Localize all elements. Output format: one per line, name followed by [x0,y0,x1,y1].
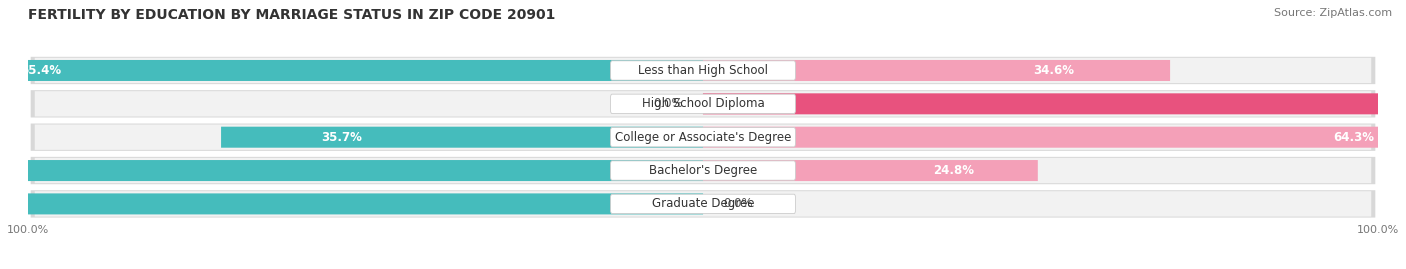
FancyBboxPatch shape [610,161,796,180]
FancyBboxPatch shape [703,93,1406,114]
FancyBboxPatch shape [0,60,703,81]
Text: High School Diploma: High School Diploma [641,97,765,110]
Text: 64.3%: 64.3% [1333,131,1375,144]
FancyBboxPatch shape [610,94,796,114]
FancyBboxPatch shape [35,125,1371,150]
Text: College or Associate's Degree: College or Associate's Degree [614,131,792,144]
FancyBboxPatch shape [35,191,1371,217]
FancyBboxPatch shape [0,160,703,181]
Text: 0.0%: 0.0% [654,97,683,110]
FancyBboxPatch shape [31,57,1375,84]
FancyBboxPatch shape [31,157,1375,184]
Text: Graduate Degree: Graduate Degree [652,197,754,210]
FancyBboxPatch shape [31,90,1375,118]
FancyBboxPatch shape [31,123,1375,151]
Text: 35.7%: 35.7% [321,131,361,144]
FancyBboxPatch shape [221,127,703,148]
Text: 24.8%: 24.8% [934,164,974,177]
FancyBboxPatch shape [31,190,1375,218]
FancyBboxPatch shape [610,194,796,214]
Text: 34.6%: 34.6% [1033,64,1074,77]
Text: FERTILITY BY EDUCATION BY MARRIAGE STATUS IN ZIP CODE 20901: FERTILITY BY EDUCATION BY MARRIAGE STATU… [28,8,555,22]
FancyBboxPatch shape [35,91,1371,116]
Text: 65.4%: 65.4% [20,64,62,77]
FancyBboxPatch shape [610,61,796,80]
FancyBboxPatch shape [0,193,703,214]
FancyBboxPatch shape [703,127,1406,148]
Text: 0.0%: 0.0% [723,197,752,210]
FancyBboxPatch shape [610,128,796,147]
FancyBboxPatch shape [35,58,1371,83]
FancyBboxPatch shape [35,158,1371,183]
Text: Bachelor's Degree: Bachelor's Degree [650,164,756,177]
FancyBboxPatch shape [703,60,1170,81]
Text: Source: ZipAtlas.com: Source: ZipAtlas.com [1274,8,1392,18]
FancyBboxPatch shape [703,160,1038,181]
Text: Less than High School: Less than High School [638,64,768,77]
